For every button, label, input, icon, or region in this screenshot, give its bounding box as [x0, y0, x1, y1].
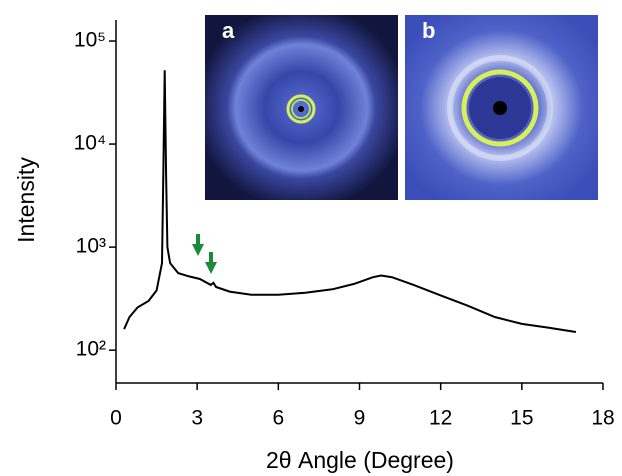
- inset-label: a: [222, 18, 235, 43]
- y-axis-title: Intensity: [13, 157, 39, 243]
- inset-b: b: [405, 15, 598, 200]
- inset-label: b: [422, 18, 435, 43]
- x-tick-label: 15: [510, 407, 533, 430]
- x-tick-label: 3: [191, 407, 203, 430]
- y-tick-label: 10³: [76, 235, 106, 258]
- x-tick-label: 6: [272, 407, 284, 430]
- x-tick-label: 12: [429, 407, 452, 430]
- y-tick-label: 10²: [76, 338, 106, 361]
- arrows: [192, 234, 217, 274]
- x-axis-title: 2θ Angle (Degree): [266, 447, 454, 473]
- x-tick-label: 0: [110, 407, 122, 430]
- data-line: [123, 70, 577, 333]
- inset-a: a: [205, 15, 398, 200]
- x-tick-label: 9: [354, 407, 366, 430]
- y-tick-label: 10⁴: [74, 132, 106, 155]
- x-tick-label: 18: [591, 407, 614, 430]
- y-tick-label: 10⁵: [74, 29, 106, 52]
